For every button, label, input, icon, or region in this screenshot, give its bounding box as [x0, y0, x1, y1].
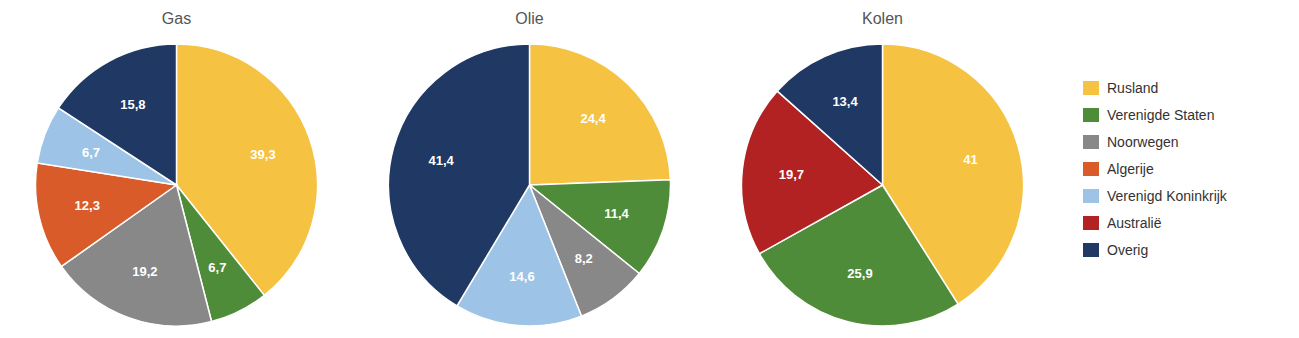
legend-label: Noorwegen [1107, 134, 1179, 150]
data-labels: 41 25,9 19,7 13,4 [779, 94, 978, 281]
data-label: 13,4 [832, 94, 858, 109]
data-label: 12,3 [75, 198, 100, 213]
legend-label: Verenigd Koninkrijk [1107, 188, 1228, 204]
chart-title: Gas [162, 10, 191, 27]
legend-label: Overig [1107, 242, 1148, 258]
data-label: 8,2 [575, 251, 593, 266]
legend-swatch [1083, 243, 1099, 257]
pie-chart: Kolen [742, 10, 1024, 326]
data-label: 39,3 [250, 147, 275, 162]
figure: Gas 39,3 6,7 19,2 12,3 6,7 15,8 Olie 24,4 11,4 8,2… [0, 0, 1299, 338]
legend-label: Rusland [1107, 80, 1158, 96]
legend-swatch [1083, 135, 1099, 149]
legend-label: Verenigde Staten [1107, 107, 1214, 123]
pie-slice [389, 44, 530, 306]
data-label: 14,6 [509, 269, 534, 284]
data-labels: 39,3 6,7 19,2 12,3 6,7 15,8 [75, 97, 276, 279]
data-label: 41 [963, 152, 977, 167]
data-label: 11,4 [604, 206, 629, 221]
legend-swatch [1083, 216, 1099, 230]
legend-label: Australië [1107, 215, 1162, 231]
pie-slice [777, 44, 882, 185]
data-label: 25,9 [847, 266, 872, 281]
pie-chart: Olie [389, 10, 671, 326]
pie-chart: Gas [36, 10, 318, 326]
pie-slice [530, 44, 671, 185]
legend-label: Algerije [1107, 161, 1154, 177]
data-label: 19,7 [779, 167, 804, 182]
legend-swatch [1083, 189, 1099, 203]
data-label: 6,7 [208, 260, 226, 275]
chart-title: Kolen [862, 10, 903, 27]
data-label: 24,4 [580, 111, 606, 126]
legend-swatch [1083, 162, 1099, 176]
legend-swatch [1083, 108, 1099, 122]
data-label: 19,2 [132, 264, 157, 279]
data-label: 6,7 [82, 145, 100, 160]
data-labels: 24,4 11,4 8,2 14,6 41,4 [429, 111, 630, 283]
legend: Rusland Verenigde Staten Noorwegen Algerije… [1083, 80, 1228, 258]
pie-slice [58, 44, 176, 185]
legend-swatch [1083, 81, 1099, 95]
data-label: 15,8 [120, 97, 145, 112]
chart-title: Olie [515, 10, 544, 27]
data-label: 41,4 [429, 153, 455, 168]
